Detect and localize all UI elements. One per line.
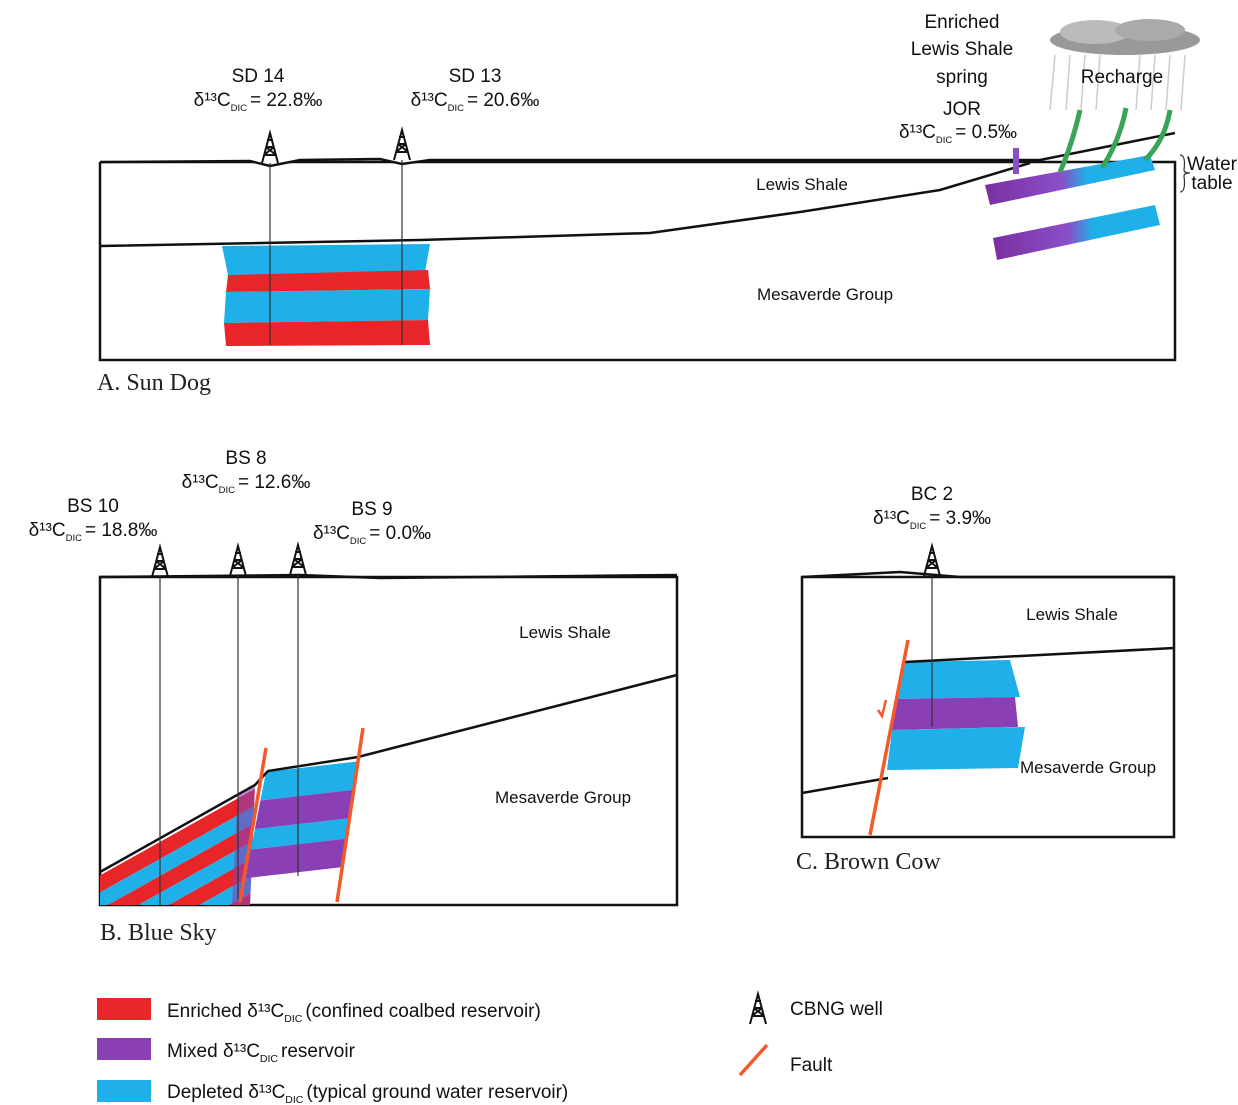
well-name: SD 13 [449,66,502,87]
legend-label: Fault [790,1055,833,1076]
well-name: BC 2 [911,484,953,505]
isotope: δ¹³C [194,90,231,111]
value: reservoir [281,1041,356,1062]
legend-label: Enriched δ¹³CDIC(confined coalbed reserv… [167,1001,541,1025]
layer-label: Mesaverde Group [495,788,631,807]
subscript: DIC [350,536,367,547]
isotope-label: δ¹³CDIC= 0.0‰ [313,523,431,547]
panel-label: C. Brown Cow [796,849,941,875]
layer-label: Lewis Shale [756,175,848,194]
subscript: DIC [284,1013,303,1025]
well-name: BS 10 [67,496,119,517]
spring-flow [1013,148,1019,174]
cloud [1050,19,1200,110]
value: = 0.0‰ [369,523,431,544]
legend-swatch [97,1080,151,1102]
isotope: δ¹³C [411,90,448,111]
spring-name: JOR [943,99,981,120]
layer-label: Mesaverde Group [1020,758,1156,777]
figure: Water table Recharge Enriched Lewis Shal… [0,0,1238,1105]
well-derrick [230,546,246,576]
value: = 0.5‰ [955,122,1017,143]
subscript: DIC [285,1094,304,1105]
subscript: DIC [448,103,465,114]
isotope: δ¹³C [182,472,219,493]
panel-label: A. Sun Dog [97,370,211,396]
value: = 18.8‰ [85,520,157,541]
panel-b: Lewis Shale Mesaverde Group B. Blue Sky [90,575,677,1017]
spring-label: Lewis Shale [911,39,1013,60]
value: = 12.6‰ [238,472,310,493]
value: (typical ground water reservoir) [306,1082,568,1103]
recharge-label: Recharge [1081,67,1163,88]
subscript: DIC [260,1053,279,1065]
well-name: BS 8 [225,448,266,469]
subscript: DIC [219,485,236,496]
isotope-label: δ¹³CDIC= 22.8‰ [194,90,323,114]
well-symbol [750,994,766,1024]
subscript: DIC [936,135,953,146]
reservoir-bands [887,660,1025,770]
subscript: DIC [66,533,83,544]
legend-swatch [97,1038,151,1060]
layer-label: Lewis Shale [1026,605,1118,624]
isotope: δ¹³C [29,520,66,541]
value: = 3.9‰ [929,508,991,529]
isotope-label: δ¹³CDIC= 0.5‰ [899,122,1017,146]
page: Water table Recharge Enriched Lewis Shal… [0,0,1238,1105]
layer-label: Mesaverde Group [757,285,893,304]
isotope: Mixed δ¹³C [167,1041,260,1062]
isotope: δ¹³C [313,523,350,544]
panel-label: B. Blue Sky [100,920,217,946]
isotope-label: δ¹³CDIC= 12.6‰ [182,472,311,496]
well-derrick [290,545,306,575]
legend-swatch [97,998,151,1020]
isotope: Enriched δ¹³C [167,1001,284,1022]
subscript: DIC [910,521,927,532]
isotope-label: δ¹³CDIC= 18.8‰ [29,520,158,544]
legend-label: CBNG well [790,999,883,1020]
value: (confined coalbed reservoir) [305,1001,541,1022]
isotope: δ¹³C [873,508,910,529]
spring-label: spring [936,67,988,88]
subscript: DIC [231,103,248,114]
value: = 22.8‰ [250,90,322,111]
value: = 20.6‰ [467,90,539,111]
well-derrick [924,546,940,576]
spring-label: Enriched [925,12,1000,33]
well-name: BS 9 [351,499,392,520]
reservoir-bands [222,244,430,346]
layer-label: Lewis Shale [519,623,611,642]
water-table: Water [1187,154,1238,175]
isotope-label: δ¹³CDIC= 3.9‰ [873,508,991,532]
panel-c: Lewis Shale Mesaverde Group C. Brown Cow [796,572,1174,875]
isotope: Depleted δ¹³C [167,1082,285,1103]
isotope: δ¹³C [899,122,936,143]
well-derrick [152,547,168,577]
legend-label: Depleted δ¹³CDIC(typical ground water re… [167,1082,568,1105]
well-name: SD 14 [232,66,285,87]
fault-symbol [740,1045,767,1075]
water-table: table [1191,173,1232,194]
isotope-label: δ¹³CDIC= 20.6‰ [411,90,540,114]
